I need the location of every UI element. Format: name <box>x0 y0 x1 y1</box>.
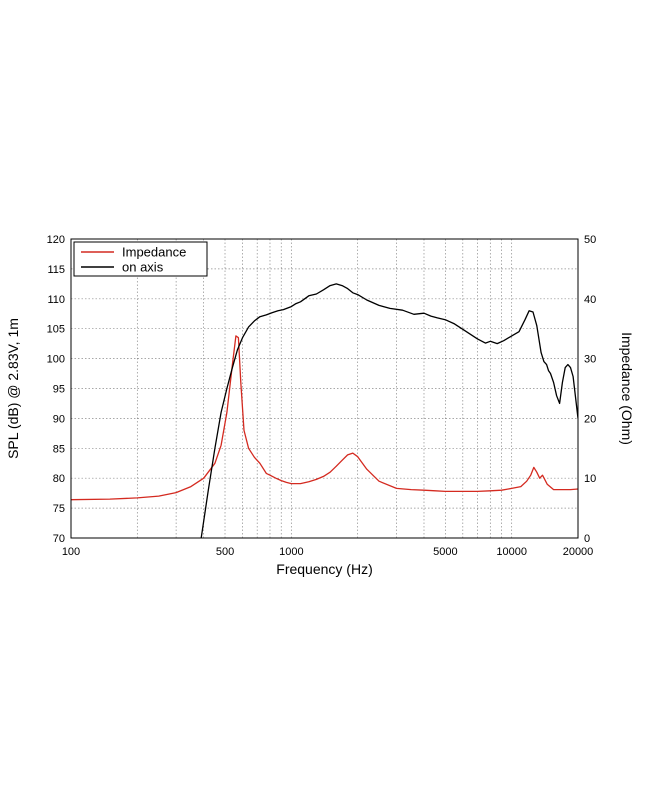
x-tick-label: 5000 <box>433 546 457 558</box>
y-tick-label: 120 <box>47 234 65 246</box>
y-axis-label: SPL (dB) @ 2.83V, 1m <box>5 318 21 459</box>
y-tick-label: 105 <box>47 324 65 336</box>
y2-tick-label: 50 <box>584 234 596 246</box>
x-tick-label: 10000 <box>496 546 527 558</box>
legend: Impedance on axis <box>73 241 208 277</box>
x-axis-label: Frequency (Hz) <box>276 561 372 577</box>
y2-tick-label: 40 <box>584 294 596 306</box>
y-tick-label: 100 <box>47 354 65 366</box>
y2-tick-label: 30 <box>584 354 596 366</box>
y2-axis-label: Impedance (Ohm) <box>619 332 635 445</box>
y-tick-label: 75 <box>53 503 65 515</box>
y2-tick-label: 10 <box>584 473 596 485</box>
y-tick-label: 80 <box>53 473 65 485</box>
tick-labels: 100 500 1000 5000 10000 200007075808590951001… <box>47 234 597 558</box>
y-tick-label: 90 <box>53 413 65 425</box>
y-tick-label: 95 <box>53 384 65 396</box>
legend-label-on-axis: on axis <box>122 260 164 275</box>
y-tick-label: 85 <box>53 443 65 455</box>
series-line-impedance <box>71 335 578 501</box>
legend-label-impedance: Impedance <box>122 245 186 260</box>
plot-frame <box>70 238 579 539</box>
legend-box <box>73 241 208 277</box>
y-tick-label: 70 <box>53 533 65 545</box>
y-tick-label: 115 <box>47 264 65 276</box>
y-tick-label: 110 <box>47 294 65 306</box>
x-tick-label: 20000 <box>563 546 594 558</box>
data-curves <box>71 283 578 538</box>
x-tick-label: 100 <box>62 546 80 558</box>
y2-tick-label: 0 <box>584 533 590 545</box>
x-tick-label: 500 <box>216 546 234 558</box>
y2-tick-label: 20 <box>584 413 596 425</box>
series-line-on-axis <box>200 283 578 538</box>
x-tick-label: 1000 <box>279 546 303 558</box>
grid-lines <box>71 239 578 538</box>
